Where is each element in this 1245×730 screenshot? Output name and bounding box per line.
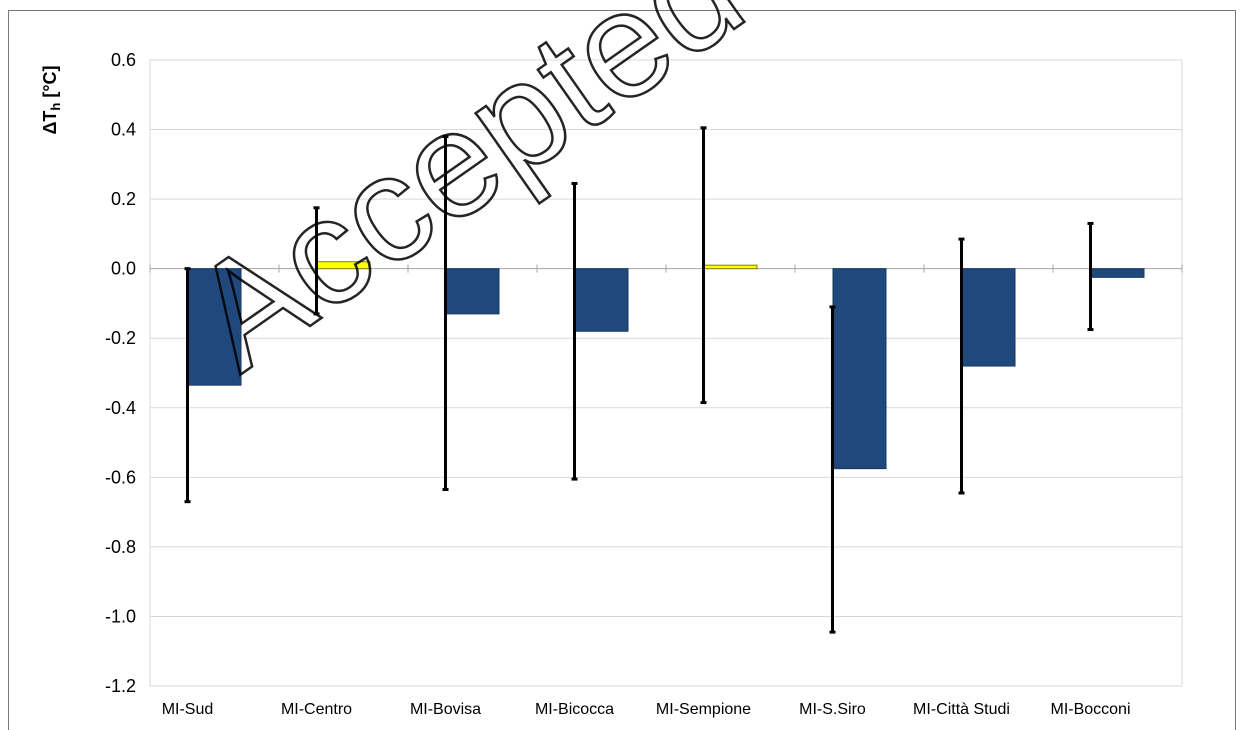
y-tick-label: 0.2 <box>111 189 136 209</box>
chart-frame <box>8 10 1236 730</box>
bar <box>832 268 887 470</box>
y-tick-label: 0.6 <box>111 50 136 70</box>
y-tick-labels: 0.6 0.4 0.2 0.0 -0.2 -0.4 -0.6 -0.8 -1.0 -1.2 <box>105 50 136 696</box>
x-category-label: MI-Bovisa <box>410 701 481 718</box>
y-tick-label: -1.2 <box>105 676 136 696</box>
bar <box>703 264 758 270</box>
bar <box>574 268 629 332</box>
x-category-label: MI-S.Siro <box>799 701 866 718</box>
y-tick-label: 0.0 <box>111 259 136 279</box>
bars <box>187 261 1145 470</box>
y-tick-label: -1.0 <box>105 606 136 626</box>
x-category-label: MI-Città Studi <box>913 701 1010 718</box>
bar <box>445 268 500 315</box>
y-axis-label-subscript: h <box>48 103 63 111</box>
x-category-label: MI-Sud <box>162 701 214 718</box>
y-axis-label-unit: [°C] <box>40 65 60 102</box>
x-category-label: MI-Centro <box>281 701 352 718</box>
bar <box>961 268 1016 367</box>
y-axis-label: ΔTh [°C] <box>40 65 63 134</box>
bar <box>1090 268 1145 278</box>
x-category-label: MI-Sempione <box>656 701 751 718</box>
error-bars <box>184 126 1094 634</box>
y-tick-label: 0.4 <box>111 120 136 140</box>
y-tick-label: -0.4 <box>105 398 136 418</box>
plot-area <box>149 59 1183 687</box>
x-category-label: MI-Bicocca <box>535 701 614 718</box>
x-category-labels: MI-Sud MI-Centro MI-Bovisa MI-Bicocca MI-Sem… <box>162 701 1131 718</box>
y-tick-label: -0.6 <box>105 467 136 487</box>
y-tick-label: -0.2 <box>105 328 136 348</box>
grid-lines <box>149 59 1183 687</box>
y-tick-label: -0.8 <box>105 537 136 557</box>
x-category-label: MI-Bocconi <box>1050 701 1130 718</box>
y-axis-label-main: ΔT <box>40 111 60 135</box>
